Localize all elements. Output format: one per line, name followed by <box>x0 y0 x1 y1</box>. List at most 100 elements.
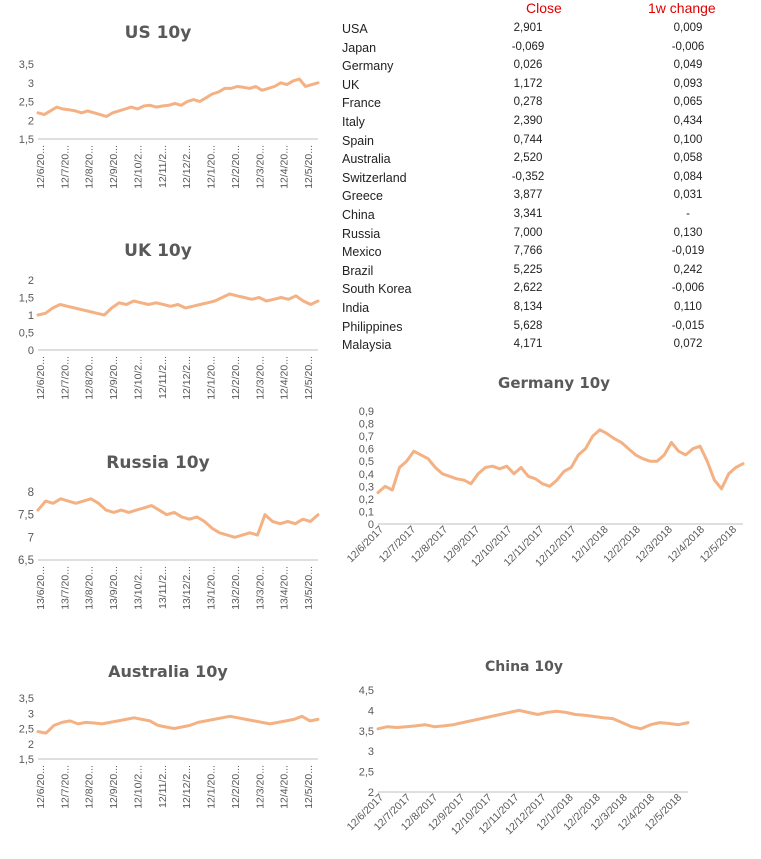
russia-10y-chart: Russia 10y 6,5 7 7,5 8 13/6/20... 13/7/20... 13… <box>0 446 320 646</box>
table-row: Japan -0,069 -0,006 <box>336 41 736 59</box>
change-value: 0,084 <box>673 170 703 183</box>
y-tick-label: 2 <box>28 275 34 287</box>
x-tick-label: 12/11/2... <box>157 356 169 399</box>
x-tick-label: 12/3/20... <box>254 765 266 809</box>
table-row: Australia 2,520 0,058 <box>336 152 736 170</box>
y-tick-label: 0,1 <box>359 506 374 518</box>
change-value: 0,049 <box>673 59 703 72</box>
x-tick-label: 12/7/20... <box>59 145 71 189</box>
y-tick-label: 2 <box>28 115 34 127</box>
x-tick-label: 13/9/20... <box>108 566 120 610</box>
y-tick-label: 0,6 <box>359 444 374 456</box>
chart-title: US 10y <box>125 23 192 43</box>
country-name: France <box>342 96 381 111</box>
y-tick-label: 1,5 <box>19 293 34 305</box>
country-name: Brazil <box>342 263 374 278</box>
close-value: 5,225 <box>513 263 543 276</box>
uk-10y-svg: UK 10y 0 0,5 1 1,5 2 12/6/20... 12/7/20... 12/8/… <box>19 241 320 400</box>
series-line <box>376 428 745 495</box>
x-tick-label: 12/4/20... <box>279 765 291 809</box>
change-value: 0,058 <box>673 152 703 165</box>
country-name: South Korea <box>342 282 412 297</box>
australia-10y-chart: Australia 10y 1,5 2 2,5 3 3,5 12/6/20... 12/7/2… <box>0 655 320 855</box>
table-row: Greece 3,877 0,031 <box>336 189 736 207</box>
table-row: Brazil 5,225 0,242 <box>336 264 736 282</box>
x-tick-label: 12/5/20... <box>303 356 315 400</box>
table-row: Germany 0,026 0,049 <box>336 59 736 77</box>
x-tick-label: 12/6/20... <box>35 765 47 809</box>
change-value: 0,110 <box>674 301 702 313</box>
table-row: Italy 2,390 0,434 <box>336 115 736 133</box>
x-tick-label: 12/8/20... <box>84 765 96 809</box>
chart-title: UK 10y <box>124 241 192 261</box>
x-tick-label: 13/7/20... <box>59 566 71 610</box>
x-tick-label: 12/12/2... <box>181 145 193 189</box>
close-value: 0,744 <box>513 133 543 146</box>
y-tick-label: 0 <box>28 345 34 357</box>
table-row: South Korea 2,622 -0,006 <box>336 282 736 300</box>
close-value: 8,134 <box>513 301 543 313</box>
y-tick-label: 3 <box>28 78 34 90</box>
country-name: Germany <box>342 59 394 74</box>
x-tick-label: 12/12/2... <box>181 765 193 809</box>
country-name: Mexico <box>342 245 382 260</box>
y-tick-label: 3 <box>368 746 374 758</box>
x-tick-label: 13/3/20... <box>254 566 266 610</box>
change-header: 1w change <box>648 0 716 16</box>
y-tick-label: 0,5 <box>19 328 34 340</box>
table-row: USA 2,901 0,009 <box>336 22 736 40</box>
series-line <box>376 708 690 731</box>
table-row: UK 1,172 0,093 <box>336 78 736 96</box>
close-value: 2,390 <box>513 115 543 127</box>
x-tick-label: 12/8/20... <box>84 356 96 400</box>
country-name: USA <box>342 22 368 36</box>
series-line <box>36 714 320 735</box>
chart-title: Germany 10y <box>498 374 610 392</box>
chart-title: Russia 10y <box>106 453 209 473</box>
x-tick-label: 12/11/2... <box>157 145 169 188</box>
china-10y-svg: China 10y22,533,544,512/6/201712/7/20171… <box>345 659 690 837</box>
close-value: 3,341 <box>513 208 543 220</box>
x-tick-label: 12/12/2... <box>181 356 193 400</box>
x-tick-label: 13/5/20... <box>303 566 315 610</box>
russia-10y-svg: Russia 10y 6,5 7 7,5 8 13/6/20... 13/7/20... 13… <box>18 453 320 610</box>
china-10y-chart: China 10y 2 2,5 3 3,5 4 4,5 12/6/2017 12/7/2017 1… <box>336 652 756 857</box>
series-line <box>36 77 320 118</box>
x-tick-label: 12/1/20... <box>206 145 218 189</box>
y-tick-label: 4 <box>368 705 374 717</box>
y-tick-label: 2,5 <box>359 767 374 779</box>
table-row: Philippines 5,628 -0,015 <box>336 320 736 338</box>
y-tick-label: 7 <box>28 532 34 544</box>
y-tick-label: 0,3 <box>359 481 374 493</box>
close-value: 2,622 <box>513 282 543 295</box>
change-value: 0,009 <box>673 22 703 34</box>
x-tick-label: 12/5/20... <box>303 765 315 809</box>
germany-10y-chart: Germany 10y 0 0,1 0,2 0,3 0,4 0,5 0,6 0,7 0,8 0,9 1… <box>336 368 756 618</box>
country-name: Philippines <box>342 319 403 334</box>
x-tick-label: 12/10/2... <box>132 765 144 809</box>
us-10y-svg: US 10y 1,5 2 2,5 3 3,5 12/6/20... 12/7/20... 12/… <box>19 23 320 189</box>
x-tick-label: 13/10/2... <box>132 566 144 610</box>
x-tick-label: 12/10/2... <box>132 356 144 400</box>
chart-title: China 10y <box>485 659 563 675</box>
table-row: Russia 7,000 0,130 <box>336 227 736 245</box>
y-tick-label: 2 <box>28 739 34 751</box>
change-value: -0,019 <box>671 245 705 258</box>
x-tick-label: 12/6/20... <box>35 356 47 400</box>
y-tick-label: 8 <box>28 487 34 499</box>
y-tick-label: 0 <box>368 519 374 531</box>
close-value: -0,352 <box>511 170 545 183</box>
country-name: Switzerland <box>342 170 407 185</box>
change-value: -0,006 <box>671 40 705 53</box>
x-tick-label: 12/4/20... <box>279 356 291 400</box>
table-row: France 0,278 0,065 <box>336 96 736 114</box>
x-tick-label: 12/8/20... <box>84 145 96 189</box>
close-value: 3,877 <box>513 189 543 202</box>
close-value: 2,901 <box>513 22 543 34</box>
country-name: Greece <box>342 189 383 204</box>
country-name: Russia <box>342 226 381 241</box>
country-name: Australia <box>342 152 391 167</box>
x-tick-label: 12/1/20... <box>206 356 218 400</box>
y-tick-label: 4,5 <box>359 685 374 697</box>
change-value: -0,015 <box>671 319 705 332</box>
